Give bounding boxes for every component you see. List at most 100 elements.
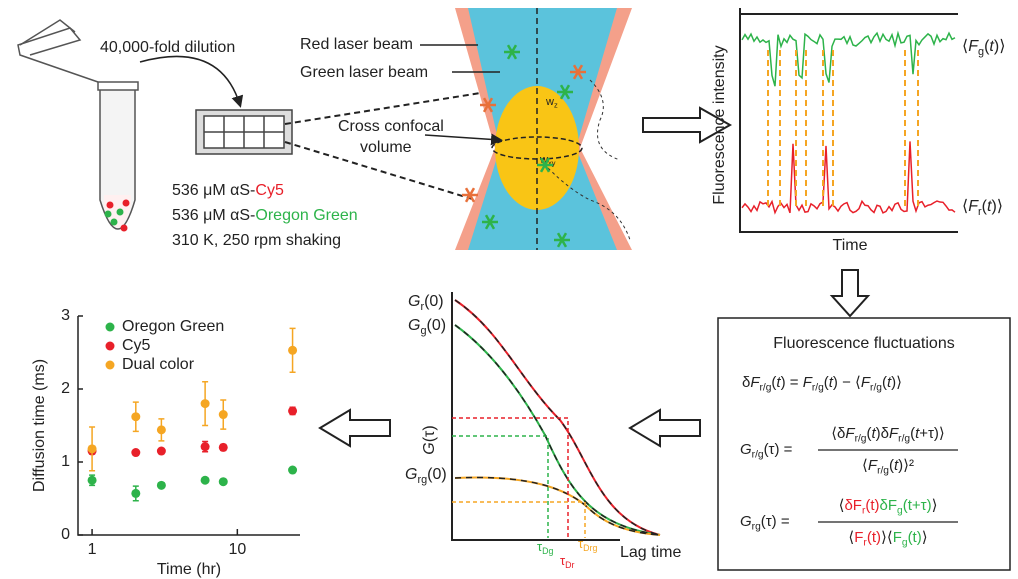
tau-label: τDg (537, 539, 554, 556)
point (131, 489, 140, 498)
text-segment: (t) (867, 529, 881, 546)
x-axis-label: Time (hr) (157, 561, 221, 578)
text-segment: δ (742, 374, 750, 391)
fcs-label: Grg(0) (405, 466, 447, 485)
text-segment: G (421, 442, 438, 454)
formula-num: ⟨δFr/g(t)δFr/g(t+τ)⟩ (831, 425, 945, 444)
trace-box (740, 8, 958, 232)
text-segment: Oregon Green (255, 207, 357, 224)
text-segment: ) − ⟨ (833, 374, 861, 391)
green-trace (742, 33, 955, 86)
legend-marker (106, 361, 115, 370)
fcs-xlabel: Lag time (620, 544, 681, 561)
text-segment: z (554, 100, 558, 109)
text-segment: (0) (424, 293, 444, 310)
legend-label: Dual color (122, 356, 195, 373)
arrows (320, 108, 868, 446)
text-segment: r/g (760, 382, 772, 393)
y-tick-label: 3 (61, 307, 70, 324)
text-segment: 310 K, 250 rpm shaking (172, 232, 341, 249)
formula-den: ⟨Fr(t)⟩⟨Fg(t)⟩ (848, 529, 927, 548)
point (157, 481, 166, 490)
volume-label: volume (360, 139, 412, 156)
point (219, 477, 228, 486)
text-segment: (0) (427, 317, 447, 334)
text-segment: (τ) (421, 425, 438, 442)
formula-lhs: Grg(τ) = (740, 513, 790, 532)
text-segment: rg (417, 474, 427, 486)
legend-label: Oregon Green (122, 318, 224, 335)
point (88, 476, 97, 485)
text-segment: (t) (908, 529, 922, 546)
text-segment: (τ) = (761, 513, 790, 530)
text-segment: 536 μM αS- (172, 207, 255, 224)
text-segment: δF (880, 497, 898, 514)
fcs-ylabel: G(τ) (421, 425, 438, 454)
text-segment: +τ)⟩ (919, 425, 945, 442)
text-segment: G (405, 466, 417, 483)
text-segment: (0) (427, 466, 447, 483)
text-segment: G (408, 293, 420, 310)
x-tick-label: 10 (228, 541, 246, 558)
trace-xlabel: Time (833, 237, 868, 254)
text-segment: )δ (876, 425, 889, 442)
text-segment: (t) (865, 497, 879, 514)
red-beam-label: Red laser beam (300, 36, 413, 53)
tau-label: τDrg (578, 536, 597, 553)
fg-label: ⟨Fg(t)⟩ (962, 38, 1005, 57)
point (131, 448, 140, 457)
fcs-label: Gr(0) (408, 293, 444, 312)
y-tick-label: 1 (61, 453, 70, 470)
plate (196, 110, 292, 154)
sample-line: 310 K, 250 rpm shaking (172, 232, 341, 249)
fcs-panel (452, 292, 660, 540)
text-segment: r/g (855, 433, 867, 444)
text-segment: G (408, 317, 420, 334)
legend-marker (106, 342, 115, 351)
formula-title: Fluorescence fluctuations (773, 335, 954, 352)
figure: 40,000-fold dilution536 μM αS-Cy5536 μM … (0, 0, 1018, 579)
text-segment: G (740, 441, 752, 458)
text-segment: )⟩ (994, 38, 1006, 55)
text-segment: rg (752, 521, 761, 532)
text-segment: 536 μM αS- (172, 182, 255, 199)
point (201, 476, 210, 485)
text-segment: )⟩ (991, 198, 1003, 215)
text-segment: Drg (583, 543, 597, 553)
point (201, 442, 210, 451)
red-trace (742, 141, 955, 212)
text-segment: δF (844, 497, 862, 514)
legend-marker (106, 323, 115, 332)
point (131, 412, 140, 421)
text-segment: F (854, 529, 863, 546)
sample-line: 536 μM αS-Cy5 (172, 182, 284, 199)
beam (455, 8, 632, 250)
coincidence-box (768, 50, 780, 210)
text-segment: )⟩ (891, 374, 902, 391)
point (288, 466, 297, 475)
text-segment: w (545, 96, 554, 108)
formula-den: ⟨Fr/g(t)⟩² (862, 457, 914, 476)
sample-line: 536 μM αS-Oregon Green (172, 207, 358, 224)
text-segment: ) = (781, 374, 803, 391)
tau-label: τDr (560, 553, 575, 570)
text-segment: r/g (870, 382, 882, 393)
y-axis-label: Diffusion time (ms) (31, 359, 48, 492)
point (219, 410, 228, 419)
formula-lhs: Gr/g(τ) = (740, 441, 793, 460)
text-segment: ⟩ (932, 497, 938, 514)
point (157, 425, 166, 434)
dilution-arrow (140, 56, 240, 105)
point (288, 346, 297, 355)
fr-label: ⟨Fr(t)⟩ (962, 198, 1003, 217)
point (157, 447, 166, 456)
trace-ylabel: Fluorescence intensity (711, 45, 728, 204)
legend-label: Cy5 (122, 337, 151, 354)
y-tick-label: 2 (61, 380, 70, 397)
point (288, 406, 297, 415)
formula-num: ⟨δFr(t)δFg(t+τ)⟩ (839, 497, 938, 516)
text-segment: )⟩² (898, 457, 914, 474)
text-segment: ⟩ (922, 529, 928, 546)
text-segment: (t+τ) (903, 497, 932, 514)
text-segment: (τ) = (764, 441, 793, 458)
